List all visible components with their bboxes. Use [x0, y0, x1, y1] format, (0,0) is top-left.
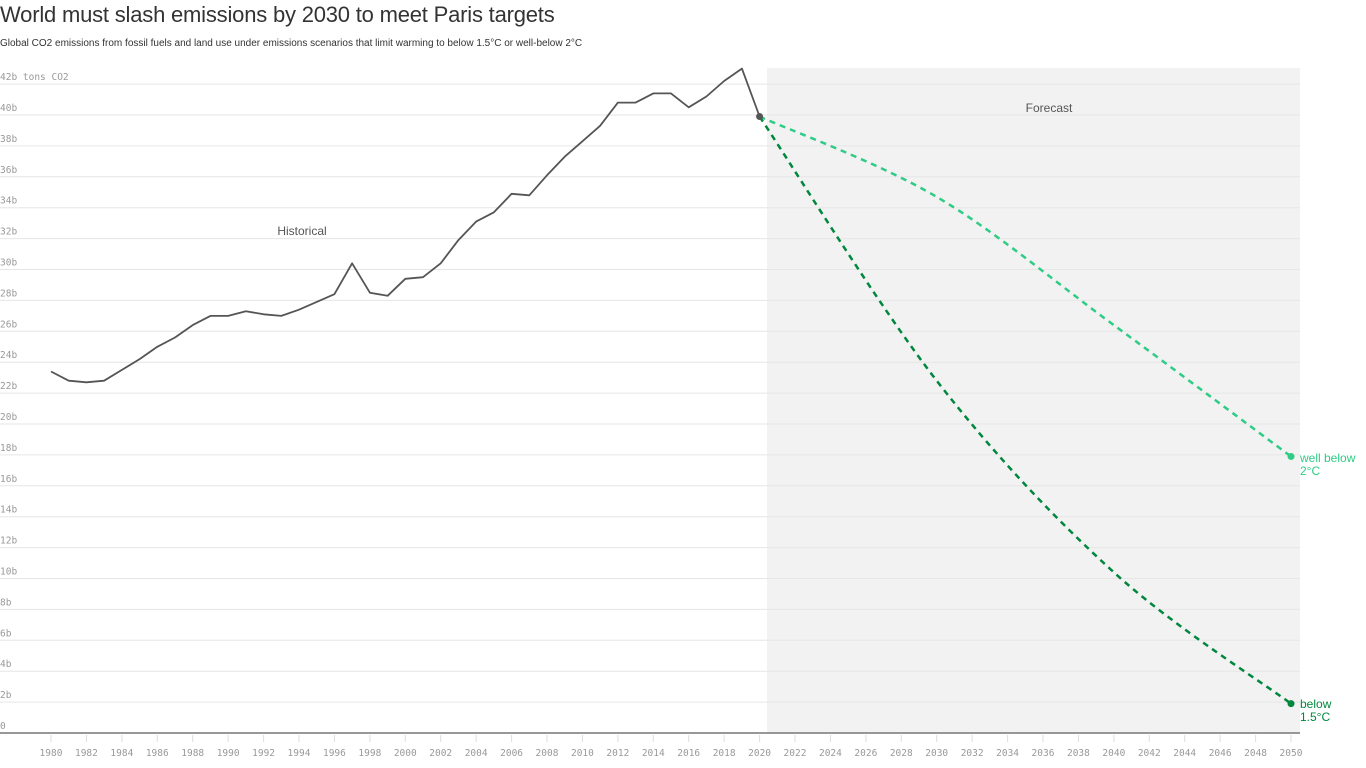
below-1-5c-end-point: [1287, 700, 1295, 708]
x-tick-label: 2000: [394, 748, 417, 759]
x-tick-label: 2036: [1032, 748, 1055, 759]
well-below-2c-end-point: [1287, 452, 1295, 460]
chart-title: World must slash emissions by 2030 to me…: [0, 2, 555, 27]
chart-subtitle: Global CO2 emissions from fossil fuels a…: [0, 38, 583, 49]
x-tick-label: 1980: [40, 748, 63, 759]
y-tick-label: 24b: [0, 350, 17, 361]
x-tick-label: 2050: [1280, 748, 1303, 759]
historical-label: Historical: [277, 224, 326, 238]
x-tick-label: 2046: [1209, 748, 1232, 759]
x-tick-label: 1990: [217, 748, 240, 759]
y-tick-label: 42b tons CO2: [0, 72, 69, 83]
x-tick-label: 2028: [890, 748, 913, 759]
y-tick-label: 2b: [0, 690, 12, 701]
x-tick-label: 1998: [358, 748, 381, 759]
y-tick-label: 28b: [0, 288, 17, 299]
historical-end-point: [756, 113, 764, 121]
y-tick-label: 18b: [0, 443, 17, 454]
y-tick-label: 0: [0, 721, 6, 732]
x-tick-label: 2024: [819, 748, 842, 759]
x-tick-label: 1996: [323, 748, 346, 759]
well-below-2c-label: well below 2°C: [1299, 451, 1359, 478]
y-tick-label: 30b: [0, 258, 17, 269]
y-tick-label: 12b: [0, 536, 17, 547]
x-tick-label: 2038: [1067, 748, 1090, 759]
x-tick-label: 2004: [465, 748, 488, 759]
x-tick-label: 2002: [429, 748, 452, 759]
x-tick-label: 2020: [748, 748, 771, 759]
forecast-label: Forecast: [1026, 101, 1073, 115]
y-gridlines: [0, 83, 1300, 703]
y-tick-label: 34b: [0, 196, 17, 207]
y-tick-label: 8b: [0, 597, 12, 608]
x-tick-label: 2012: [606, 748, 629, 759]
x-tick-label: 1994: [288, 748, 311, 759]
x-tick-label: 2014: [642, 748, 665, 759]
x-axis-ticks: 1980 1982 1984 1986 1988 1990 1992 1994 1996 1998…: [40, 735, 1303, 759]
y-tick-label: 10b: [0, 567, 17, 578]
x-tick-label: 2042: [1138, 748, 1161, 759]
x-tick-label: 2026: [854, 748, 877, 759]
y-tick-label: 20b: [0, 412, 17, 423]
y-tick-label: 40b: [0, 103, 17, 114]
forecast-shaded-region: [767, 68, 1300, 733]
historical-line: [50, 67, 761, 384]
x-tick-label: 2006: [500, 748, 523, 759]
x-tick-label: 2016: [677, 748, 700, 759]
x-tick-label: 1982: [75, 748, 98, 759]
x-tick-label: 2040: [1102, 748, 1125, 759]
x-tick-label: 2008: [536, 748, 559, 759]
below-1-5c-line: [758, 115, 1292, 705]
x-tick-label: 2044: [1173, 748, 1196, 759]
x-tick-label: 2034: [996, 748, 1019, 759]
y-tick-label: 4b: [0, 659, 12, 670]
x-tick-label: 2032: [961, 748, 984, 759]
y-tick-label: 16b: [0, 474, 17, 485]
y-tick-label: 32b: [0, 227, 17, 238]
y-tick-label: 26b: [0, 319, 17, 330]
y-tick-label: 36b: [0, 165, 17, 176]
x-tick-label: 1992: [252, 748, 275, 759]
y-tick-label: 22b: [0, 381, 17, 392]
well-below-2c-line: [759, 115, 1292, 458]
y-tick-label: 14b: [0, 505, 17, 516]
y-axis-tick-labels: 0 2b 4b 6b 8b 10b 12b 14b 16b 18b 20b 22b 24b 26b 28b 3…: [0, 72, 69, 732]
x-tick-label: 2048: [1244, 748, 1267, 759]
x-tick-label: 1986: [146, 748, 169, 759]
x-tick-label: 2022: [784, 748, 807, 759]
x-tick-label: 1988: [181, 748, 204, 759]
x-tick-label: 2010: [571, 748, 594, 759]
x-tick-label: 2030: [925, 748, 948, 759]
below-1-5c-label: below 1.5°C: [1300, 697, 1335, 724]
y-tick-label: 38b: [0, 134, 17, 145]
x-tick-label: 2018: [713, 748, 736, 759]
y-tick-label: 6b: [0, 628, 12, 639]
x-tick-label: 1984: [110, 748, 133, 759]
